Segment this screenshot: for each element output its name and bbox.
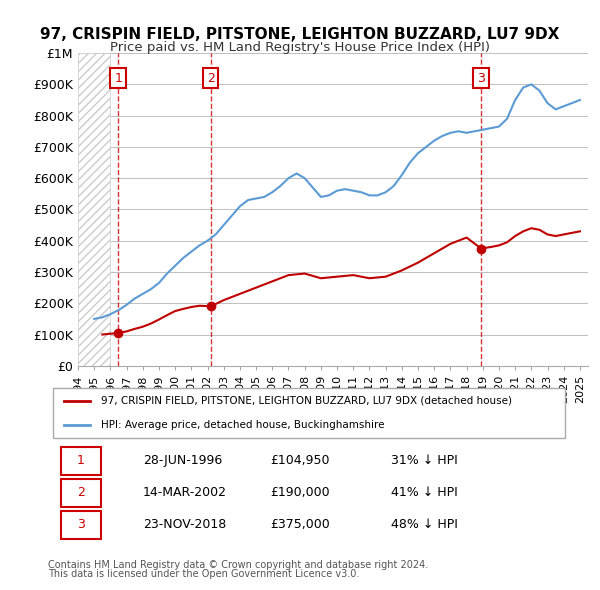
Text: 2: 2 bbox=[207, 71, 215, 84]
FancyBboxPatch shape bbox=[61, 478, 101, 507]
Bar bbox=[78, 53, 110, 366]
Text: Contains HM Land Registry data © Crown copyright and database right 2024.: Contains HM Land Registry data © Crown c… bbox=[48, 560, 428, 571]
FancyBboxPatch shape bbox=[61, 511, 101, 539]
Polygon shape bbox=[78, 53, 110, 366]
Text: £104,950: £104,950 bbox=[270, 454, 329, 467]
Text: 97, CRISPIN FIELD, PITSTONE, LEIGHTON BUZZARD, LU7 9DX: 97, CRISPIN FIELD, PITSTONE, LEIGHTON BU… bbox=[40, 27, 560, 41]
Text: 1: 1 bbox=[77, 454, 85, 467]
FancyBboxPatch shape bbox=[61, 447, 101, 474]
Text: 28-JUN-1996: 28-JUN-1996 bbox=[143, 454, 222, 467]
Text: 41% ↓ HPI: 41% ↓ HPI bbox=[391, 486, 458, 499]
Text: 2: 2 bbox=[77, 486, 85, 499]
Text: 31% ↓ HPI: 31% ↓ HPI bbox=[391, 454, 458, 467]
FancyBboxPatch shape bbox=[53, 388, 565, 438]
Text: Price paid vs. HM Land Registry's House Price Index (HPI): Price paid vs. HM Land Registry's House … bbox=[110, 41, 490, 54]
Text: £190,000: £190,000 bbox=[270, 486, 329, 499]
Text: 23-NOV-2018: 23-NOV-2018 bbox=[143, 518, 226, 531]
Text: HPI: Average price, detached house, Buckinghamshire: HPI: Average price, detached house, Buck… bbox=[101, 420, 385, 430]
Text: 97, CRISPIN FIELD, PITSTONE, LEIGHTON BUZZARD, LU7 9DX (detached house): 97, CRISPIN FIELD, PITSTONE, LEIGHTON BU… bbox=[101, 396, 512, 406]
Text: 48% ↓ HPI: 48% ↓ HPI bbox=[391, 518, 458, 531]
Text: £375,000: £375,000 bbox=[270, 518, 329, 531]
Text: This data is licensed under the Open Government Licence v3.0.: This data is licensed under the Open Gov… bbox=[48, 569, 359, 579]
Text: 3: 3 bbox=[477, 71, 485, 84]
Text: 14-MAR-2002: 14-MAR-2002 bbox=[143, 486, 227, 499]
Text: 1: 1 bbox=[114, 71, 122, 84]
Text: 3: 3 bbox=[77, 518, 85, 531]
